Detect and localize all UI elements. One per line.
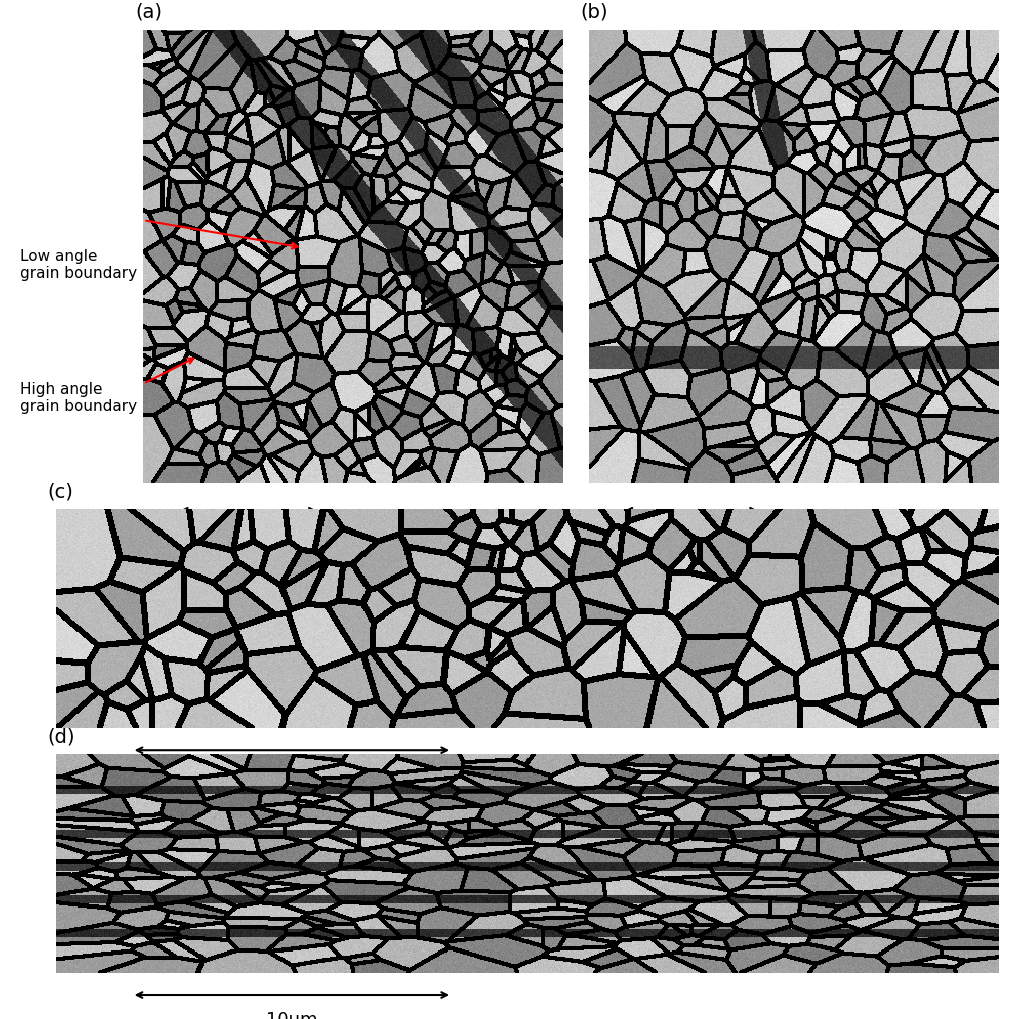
Text: 5μm: 5μm <box>671 529 712 547</box>
Text: 5μm: 5μm <box>228 529 268 547</box>
Text: (d): (d) <box>47 727 75 745</box>
Text: High angle
grain boundary: High angle grain boundary <box>20 381 137 414</box>
Text: Low angle
grain boundary: Low angle grain boundary <box>20 249 137 281</box>
Text: 10μm: 10μm <box>266 1011 317 1019</box>
Text: (c): (c) <box>47 482 73 500</box>
Text: 10μm: 10μm <box>266 766 317 784</box>
Text: (a): (a) <box>135 2 162 21</box>
Text: (b): (b) <box>581 2 608 21</box>
